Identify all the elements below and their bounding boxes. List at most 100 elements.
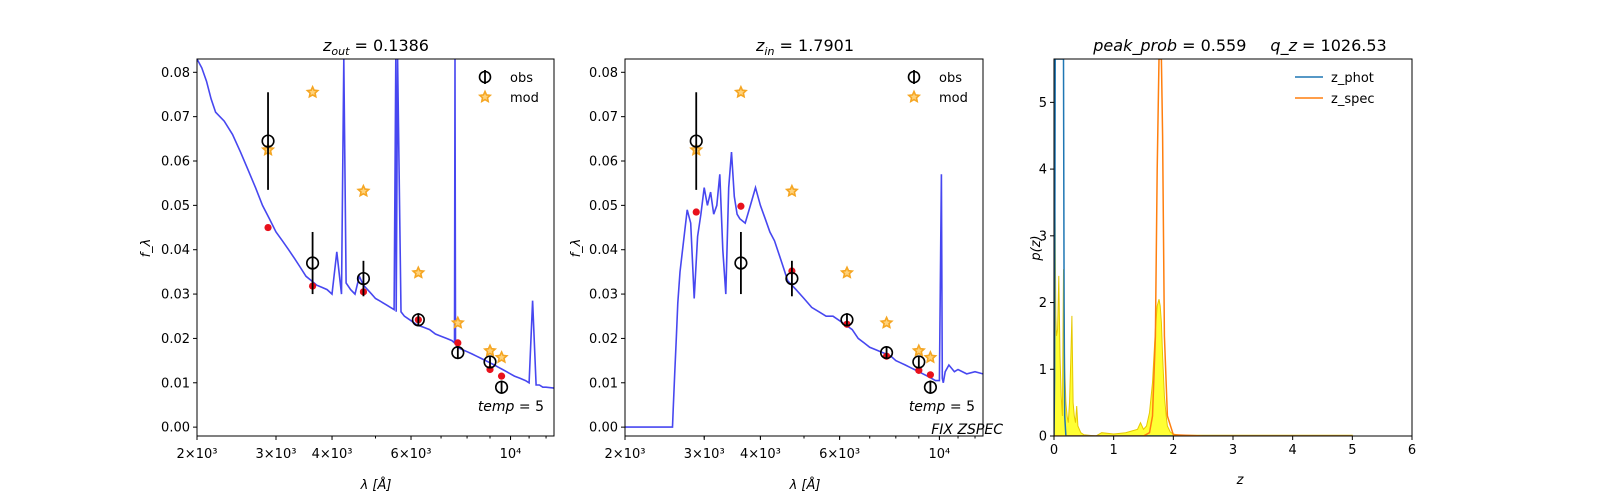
obs-flux-point	[912, 355, 926, 369]
model-flux-star	[911, 343, 926, 357]
legend-mod-label: mod	[939, 91, 968, 106]
y-tick-label: 2	[1039, 296, 1047, 311]
synthetic-flux-point	[454, 339, 462, 347]
model-flux-star	[450, 315, 465, 329]
model-flux-star	[356, 183, 371, 198]
y-tick-label: 0.05	[161, 199, 190, 214]
obs-flux-point	[689, 134, 703, 148]
y-tick-label: 5	[1039, 96, 1047, 111]
model-flux-star	[482, 343, 498, 357]
legend-z_phot-label: z_phot	[1331, 71, 1374, 86]
y-tick-label: 0	[1039, 430, 1047, 445]
y-tick-label: 0.07	[161, 110, 190, 125]
y-tick-label: 0.06	[161, 155, 190, 170]
panel3-ylabel: p(z)	[1029, 235, 1044, 261]
obs-flux-point	[923, 380, 938, 394]
panel1-title: zout = 0.1386	[322, 36, 429, 58]
synthetic-flux-point	[737, 202, 745, 210]
y-tick-label: 0.01	[589, 376, 618, 391]
sed-panel-output: zout = 0.1386 λ [Å] f_λ temp = 5 0.00 0.0…	[139, 36, 555, 493]
panel2-fix-zspec-annotation: FIX ZSPEC	[931, 422, 1003, 438]
model-flux-star	[494, 350, 509, 364]
model-flux-star	[305, 84, 320, 99]
x-tick-label: 5	[1348, 443, 1356, 458]
y-tick-label: 0.03	[589, 288, 618, 303]
model-flux-star	[784, 183, 799, 198]
legend-obs-marker	[907, 70, 921, 84]
x-tick-label: 2×10³	[605, 447, 646, 462]
y-tick-label: 0.06	[589, 155, 618, 170]
panel1-temp-annotation: temp = 5	[478, 399, 544, 415]
synthetic-flux-point	[692, 208, 700, 216]
legend-mod-marker	[477, 89, 493, 103]
legend-z_spec-label: z_spec	[1331, 92, 1375, 107]
legend-mod-label: mod	[510, 91, 539, 106]
legend-obs-label: obs	[939, 71, 962, 86]
y-tick-label: 0.02	[589, 332, 618, 347]
panel3-title: peak_prob = 0.559 q_z = 1026.53	[1092, 36, 1386, 56]
obs-flux-point	[483, 355, 497, 369]
y-tick-label: 3	[1039, 229, 1047, 244]
panel3-xlabel: z	[1236, 473, 1245, 488]
panel1-ylabel: f_λ	[139, 239, 154, 258]
y-tick-label: 0.00	[161, 421, 190, 436]
x-tick-label: 3	[1229, 443, 1237, 458]
panel2-frame	[624, 58, 984, 437]
legend-obs-marker	[478, 70, 492, 84]
y-tick-label: 4	[1039, 163, 1047, 178]
template-spectrum-line	[197, 59, 554, 389]
y-tick-label: 0.04	[589, 243, 618, 258]
y-tick-label: 0.00	[589, 421, 618, 436]
x-tick-label: 4×10³	[312, 447, 353, 462]
legend-mod-marker	[906, 89, 922, 103]
model-flux-star	[923, 350, 938, 364]
x-tick-label: 3×10³	[256, 447, 297, 462]
legend-obs-label: obs	[510, 71, 533, 86]
synthetic-flux-point	[915, 366, 923, 374]
y-tick-label: 0.05	[589, 199, 618, 214]
x-tick-label: 4×10³	[740, 447, 781, 462]
obs-flux-point	[305, 256, 320, 270]
synthetic-flux-point	[926, 371, 935, 379]
x-tick-label: 2	[1169, 443, 1177, 458]
panel3-frame	[1053, 58, 1413, 437]
y-tick-label: 0.02	[161, 332, 190, 347]
sed-panel-input: zin = 1.7901 λ [Å] f_λ temp = 5 FIX ZSPE…	[569, 36, 1003, 493]
x-tick-label: 3×10³	[684, 447, 725, 462]
y-tick-label: 0.03	[161, 288, 190, 303]
synthetic-flux-point	[264, 223, 272, 232]
x-tick-label: 6×10³	[391, 447, 432, 462]
obs-flux-point	[785, 271, 799, 286]
obs-flux-point	[494, 380, 509, 394]
z_spec-line	[1054, 59, 1353, 436]
panel2-ylabel: f_λ	[569, 239, 584, 258]
panel2-xlabel: λ [Å]	[789, 477, 821, 493]
y-tick-label: 0.08	[161, 66, 190, 81]
y-tick-label: 0.04	[161, 243, 190, 258]
obs-flux-point	[879, 346, 894, 360]
pz-panel: peak_prob = 0.559 q_z = 1026.53 z p(z) 0 1…	[1029, 36, 1416, 488]
template-spectrum-line	[625, 152, 983, 428]
z_phot-line	[1054, 59, 1353, 436]
panel1-xlabel: λ [Å]	[360, 477, 392, 493]
obs-flux-point	[411, 313, 425, 327]
obs-flux-point	[451, 346, 465, 360]
panel2-temp-annotation: temp = 5	[909, 399, 975, 415]
y-tick-label: 1	[1039, 363, 1047, 378]
model-flux-star	[839, 265, 855, 279]
obs-flux-point	[734, 256, 748, 270]
model-flux-star	[733, 84, 748, 99]
x-tick-label: 4	[1289, 443, 1297, 458]
panel2-title: zin = 1.7901	[755, 36, 854, 58]
y-tick-label: 0.01	[161, 376, 190, 391]
x-tick-label: 6×10³	[819, 447, 860, 462]
x-tick-label: 10⁴	[500, 447, 522, 462]
model-flux-star	[411, 265, 426, 279]
obs-flux-point	[356, 271, 371, 286]
x-tick-label: 1	[1110, 443, 1118, 458]
model-flux-star	[879, 315, 894, 329]
x-tick-label: 2×10³	[177, 447, 218, 462]
pz-filled-curve	[1054, 149, 1353, 436]
x-tick-label: 6	[1408, 443, 1416, 458]
